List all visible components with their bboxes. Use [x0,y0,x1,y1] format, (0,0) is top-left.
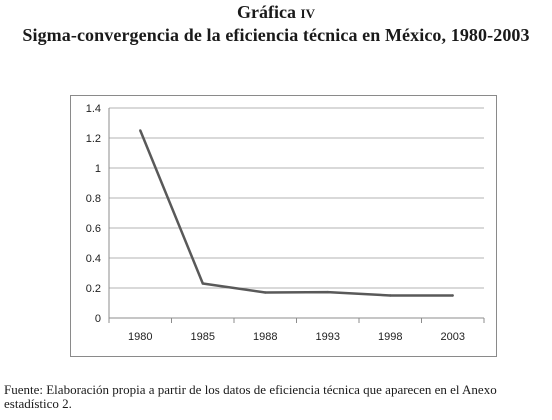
y-tick-label: 1.4 [86,103,101,115]
source-note: Fuente: Elaboración propia a partir de l… [4,382,497,411]
y-tick-label: 0.8 [86,193,101,205]
data-point [326,290,329,294]
y-tick-label: 1 [95,163,101,175]
y-tick-label: 0.2 [86,283,101,295]
chart-frame: 0 0.2 0.4 0.6 0.8 1 1.2 1.4 1980 1985 1988 1993 1998… [70,95,497,357]
y-tick-label: 0.4 [86,253,101,265]
data-point [139,129,142,132]
data-point [389,294,392,297]
line-chart: 0 0.2 0.4 0.6 0.8 1 1.2 1.4 1980 1985 1988 1993 1998… [86,103,485,343]
x-tick-label: 1985 [191,331,215,343]
x-tick-label: 1993 [316,331,340,343]
y-tick-label: 1.2 [86,133,101,145]
y-tick-label: 0.6 [86,223,101,235]
data-point [451,294,454,297]
figure-word: Gráfica [237,2,297,22]
x-tick-label: 2003 [441,331,465,343]
figure-label: Gráfica iv [0,2,552,22]
x-tick-label: 1988 [253,331,277,343]
chart-title: Sigma-convergencia de la eficiencia técn… [22,25,530,45]
figure-number: iv [300,2,315,22]
series-line [139,130,453,297]
x-tick-label: 1998 [378,331,402,343]
x-tick-label: 1980 [128,331,152,343]
data-point [264,291,267,294]
y-tick-label: 0 [95,313,101,325]
data-point [201,282,204,285]
